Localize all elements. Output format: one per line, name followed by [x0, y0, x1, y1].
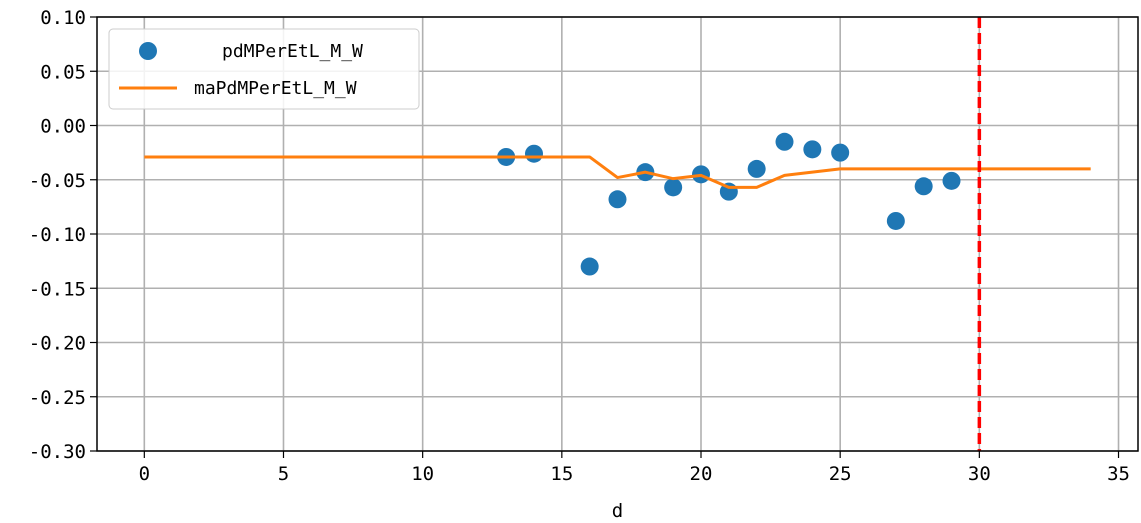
legend: pdMPerEtL_M_W maPdMPerEtL_M_W	[108, 28, 420, 110]
y-tick-label: 0.05	[40, 61, 86, 83]
axis-ticks: 0 5 10 15 20 25 30 35 0.10 0.05 0.00 -0.05 -0.10 -0.1…	[29, 7, 1130, 485]
y-tick-label: -0.30	[29, 441, 86, 463]
y-tick-label: -0.05	[29, 170, 86, 192]
plot-area	[144, 132, 1091, 276]
scatter-point	[580, 257, 599, 276]
x-tick-label: 30	[968, 463, 991, 485]
scatter-point	[775, 132, 794, 151]
y-tick-label: 0.00	[40, 116, 86, 138]
scatter-point	[524, 144, 543, 163]
y-tick-label: -0.10	[29, 224, 86, 246]
series-line-1	[144, 155, 1091, 189]
legend-box	[108, 28, 420, 110]
legend-label-line: maPdMPerEtL_M_W	[194, 78, 357, 99]
x-tick-label: 0	[139, 463, 150, 485]
x-tick-label: 5	[278, 463, 289, 485]
scatter-point	[831, 143, 850, 162]
x-tick-label: 35	[1107, 463, 1130, 485]
scatter-point	[942, 171, 961, 190]
scatter-point	[803, 140, 822, 159]
legend-marker-scatter	[139, 42, 157, 60]
scatter-point	[747, 159, 766, 178]
x-tick-label: 10	[411, 463, 434, 485]
scatter-point	[886, 211, 905, 230]
y-tick-label: -0.20	[29, 333, 86, 355]
y-tick-label: 0.10	[40, 7, 86, 29]
legend-label-scatter: pdMPerEtL_M_W	[222, 41, 363, 62]
scatter-point	[664, 178, 683, 197]
x-tick-label: 20	[690, 463, 713, 485]
scatter-point	[608, 190, 627, 209]
y-tick-label: -0.15	[29, 278, 86, 300]
x-axis-label: d	[612, 500, 623, 522]
x-tick-label: 15	[550, 463, 573, 485]
scatter-point	[914, 177, 933, 196]
x-tick-label: 25	[829, 463, 852, 485]
y-tick-label: -0.25	[29, 387, 86, 409]
